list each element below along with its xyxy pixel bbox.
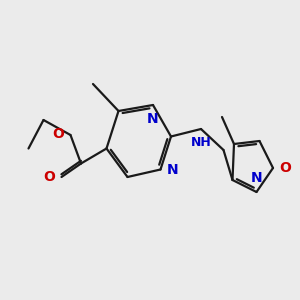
Text: O: O [52,127,64,140]
Text: NH: NH [190,136,212,149]
Text: O: O [44,170,56,184]
Text: O: O [280,161,292,175]
Text: N: N [167,163,179,176]
Text: N: N [251,171,262,185]
Text: N: N [147,112,159,126]
